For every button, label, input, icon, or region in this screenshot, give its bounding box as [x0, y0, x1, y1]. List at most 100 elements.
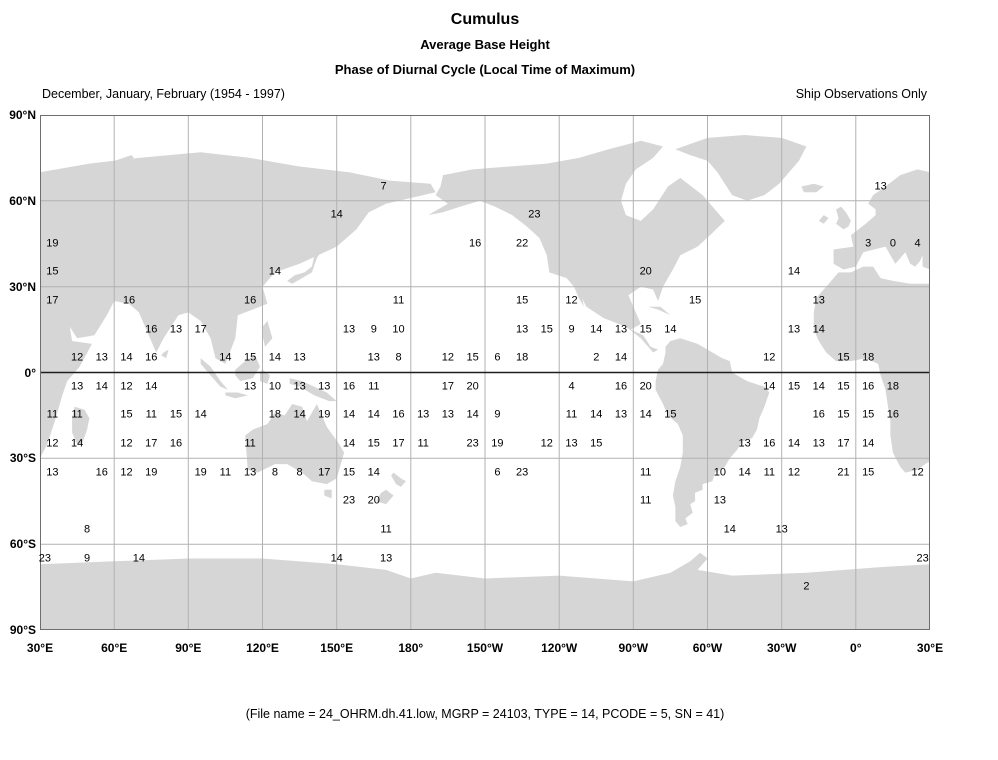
landmass: [72, 406, 90, 444]
grid-cell-value: 9: [494, 408, 501, 421]
latitude-tick-label: 0°: [24, 365, 36, 380]
grid-cell-value: 13: [342, 323, 356, 336]
map-frame: [40, 115, 930, 630]
grid-cell-value: 13: [775, 523, 788, 536]
grid-cell-value: 14: [95, 380, 108, 393]
longitude-tick-label: 60°E: [101, 641, 128, 655]
grid-cell-value: 14: [342, 437, 356, 450]
grid-cell-value: 15: [862, 408, 875, 421]
grid-cell-value: 6: [494, 351, 501, 364]
grid-cell-value: 8: [395, 351, 402, 364]
grid-cell-value: 16: [169, 437, 183, 450]
grid-cell-value: 14: [787, 437, 801, 450]
landmass: [225, 392, 248, 399]
grid-cell-value: 23: [38, 552, 52, 564]
longitude-tick-label: 120°W: [541, 641, 578, 655]
grid-cell-value: 23: [528, 208, 541, 221]
grid-cell-value: 13: [293, 380, 306, 393]
grid-cell-value: 23: [515, 466, 529, 479]
grid-cell-value: 17: [318, 466, 331, 479]
grid-cell-value: 14: [466, 408, 479, 421]
latitude-tick-label: 30°N: [9, 279, 36, 294]
grid-cell-value: 13: [614, 323, 628, 336]
longitude-tick-label: 150°E: [320, 641, 354, 655]
grid-cell-value: 15: [466, 351, 479, 364]
grid-cell-value: 16: [812, 408, 825, 421]
grid-cell-value: 14: [614, 351, 628, 364]
grid-cell-value: 14: [787, 265, 801, 278]
grid-cell-value: 16: [886, 408, 900, 421]
grid-cell-value: 14: [639, 408, 652, 421]
grid-cell-value: 23: [916, 552, 929, 564]
grid-cell-value: 17: [46, 294, 59, 307]
grid-cell-value: 13: [738, 437, 751, 450]
landmass: [200, 358, 228, 390]
grid-cell-value: 18: [862, 351, 875, 364]
grid-cell-value: 13: [243, 466, 257, 479]
landmass: [675, 135, 807, 201]
longitude-tick-label: 0°: [850, 641, 862, 655]
landmass: [96, 155, 134, 176]
grid-cell-value: 13: [46, 466, 59, 479]
grid-cell-value: 15: [837, 408, 850, 421]
grid-cell-value: 14: [70, 437, 84, 450]
grid-cell-value: 12: [540, 437, 553, 450]
latitude-tick-label: 60°N: [9, 193, 36, 208]
grid-cell-value: 14: [590, 323, 603, 336]
grid-cell-value: 13: [169, 323, 183, 336]
grid-cell-value: 15: [862, 466, 875, 479]
grid-cell-value: 13: [713, 494, 727, 507]
grid-cell-value: 15: [639, 323, 652, 336]
grid-cell-value: 12: [441, 351, 455, 364]
grid-cell-value: 15: [120, 408, 133, 421]
grid-cell-value: 13: [787, 323, 801, 336]
grid-cell-value: 13: [565, 437, 578, 450]
grid-cell-value: 14: [367, 408, 380, 421]
grid-cell-value: 14: [763, 380, 776, 393]
grid-cell-value: 4: [568, 380, 575, 393]
grid-cell-value: 16: [763, 437, 776, 450]
grid-cell-value: 11: [380, 523, 392, 536]
landmass: [245, 404, 345, 485]
world-map-plot: 7 13 14 23 19 16 22 3 0 4 15 14 20 14 17 16 16 11 15 12 15 13…: [38, 115, 930, 630]
grid-cell-value: 18: [268, 408, 282, 421]
chart-title: Cumulus: [450, 11, 520, 28]
grid-cell-value: 13: [379, 552, 393, 564]
file-info-caption: (File name = 24_OHRM.dh.41.low, MGRP = 2…: [245, 707, 725, 721]
grid-cell-value: 11: [392, 294, 405, 307]
grid-cell-value: 10: [713, 466, 727, 479]
grid-cell-value: 13: [812, 294, 825, 307]
season-period-label: December, January, February (1954 - 1997…: [42, 87, 285, 101]
longitude-tick-label: 30°W: [766, 641, 797, 655]
longitude-tick-label: 30°E: [916, 641, 944, 655]
grid-cell-value: 13: [441, 408, 455, 421]
grid-cell-value: 15: [540, 323, 553, 336]
grid-cell-value: 13: [874, 180, 887, 192]
grid-cell-value: 20: [367, 494, 380, 507]
grid-cell-value: 9: [568, 323, 575, 336]
latitude-tick-label: 90°S: [9, 623, 36, 637]
grid-cell-value: 15: [169, 408, 183, 421]
grid-cell-value: 12: [787, 466, 801, 479]
grid-cell-value: 11: [565, 408, 578, 421]
grid-cell-value: 23: [466, 437, 479, 450]
longitude-tick-label: 60°W: [692, 641, 723, 655]
grid-cell-value: 18: [515, 351, 529, 364]
landmass: [376, 489, 394, 505]
grid-cell-value: 12: [70, 351, 84, 364]
longitude-tick-label: 90°W: [618, 641, 649, 655]
longitude-tick-label: 120°E: [246, 641, 279, 655]
grid-cell-value: 0: [889, 237, 896, 250]
grid-cell-value: 14: [219, 351, 232, 364]
grid-cell-value: 15: [590, 437, 603, 450]
grid-cell-value: 16: [145, 351, 158, 364]
grid-cell-value: 14: [330, 208, 343, 221]
grid-cell-value: 14: [590, 408, 603, 421]
grid-cell-value: 16: [468, 237, 482, 250]
grid-cell-value: 4: [914, 237, 921, 250]
grid-cell-value: 15: [837, 380, 850, 393]
landmass: [324, 489, 332, 499]
grid-cell-value: 11: [639, 466, 652, 479]
grid-cell-value: 13: [417, 408, 430, 421]
grid-cell-value: 14: [738, 466, 751, 479]
